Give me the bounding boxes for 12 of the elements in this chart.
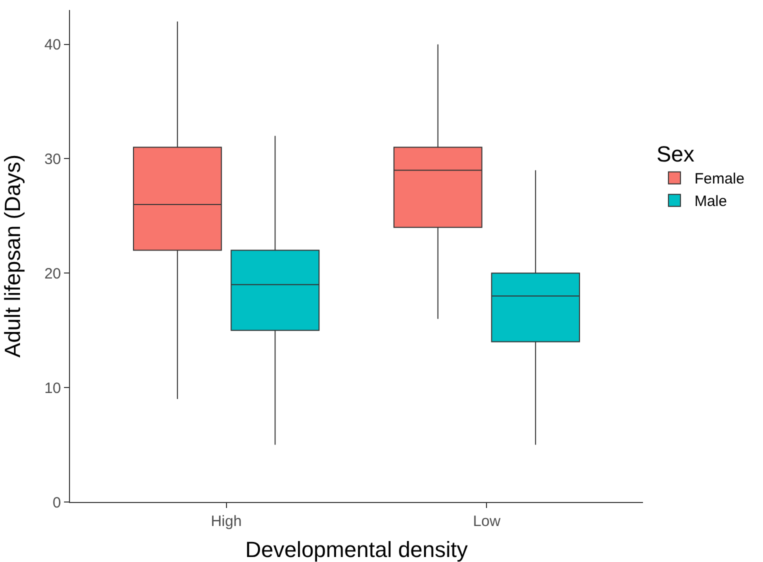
y-tick-label: 20: [44, 265, 61, 282]
x-tick-label: Low: [472, 513, 501, 530]
y-tick-label: 40: [44, 36, 61, 54]
legend-title: Sex: [656, 142, 694, 167]
legend-label: Male: [694, 193, 727, 210]
y-tick-label: 0: [52, 494, 61, 512]
y-tick-label: 30: [44, 150, 61, 168]
x-axis-title: Developmental density: [245, 537, 468, 562]
x-tick-label: High: [210, 513, 242, 530]
y-axis-title: Adult lifepsan (Days): [0, 154, 25, 358]
y-tick-label: 10: [44, 380, 61, 397]
legend-label: Female: [694, 170, 744, 188]
